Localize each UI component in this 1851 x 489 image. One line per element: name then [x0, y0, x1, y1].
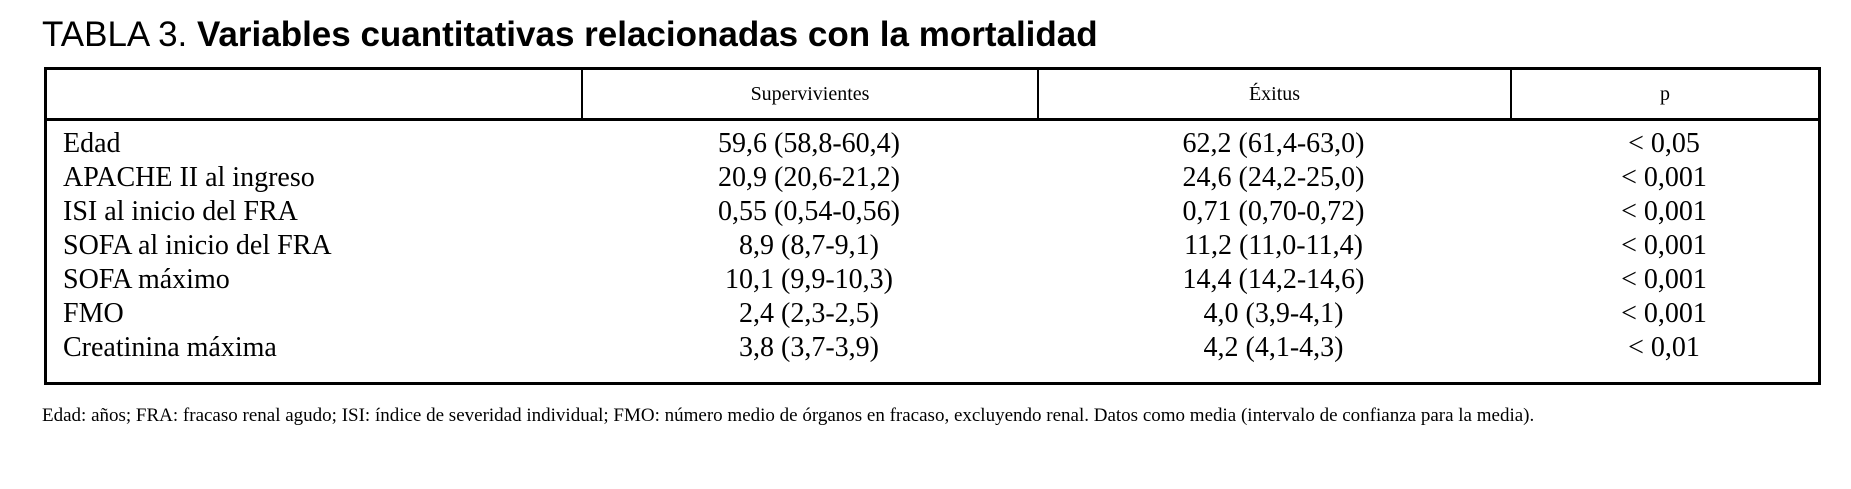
header-exitus: Éxitus — [1037, 70, 1510, 118]
supervivientes-value: 8,9 (8,7-9,1) — [739, 230, 879, 261]
table-row: SOFA máximo 10,1 (9,9-10,3) 14,4 (14,2-1… — [47, 263, 1818, 297]
exitus-value: 0,71 (0,70-0,72) — [1182, 196, 1365, 227]
table-row: FMO 2,4 (2,3-2,5) 4,0 (3,9-4,1) < 0,001 — [47, 297, 1818, 331]
supervivientes-value: 59,6 (58,8-60,4) — [718, 128, 900, 159]
supervivientes-value: 10,1 (9,9-10,3) — [725, 264, 893, 295]
supervivientes-value: 3,8 (3,7-3,9) — [739, 332, 879, 363]
table-row: APACHE II al ingreso 20,9 (20,6-21,2) 24… — [47, 161, 1818, 195]
p-value: < 0,001 — [1621, 298, 1707, 329]
exitus-value: 11,2 (11,0-11,4) — [1184, 230, 1363, 261]
table-row: SOFA al inicio del FRA 8,9 (8,7-9,1) 11,… — [47, 229, 1818, 263]
exitus-value: 4,0 (3,9-4,1) — [1203, 298, 1344, 329]
supervivientes-value: 0,55 (0,54-0,56) — [718, 196, 900, 227]
table-title: TABLA 3. Variables cuantitativas relacio… — [42, 14, 1098, 56]
p-value: < 0,001 — [1621, 162, 1707, 193]
exitus-value: 14,4 (14,2-14,6) — [1182, 264, 1365, 295]
p-value: < 0,05 — [1628, 128, 1700, 159]
row-label: SOFA máximo — [63, 264, 230, 295]
row-label: Creatinina máxima — [63, 332, 277, 363]
row-label: ISI al inicio del FRA — [63, 196, 298, 227]
table-number: TABLA 3. — [42, 15, 188, 54]
table-header-row: Supervivientes Éxitus p — [47, 70, 1818, 121]
exitus-value: 24,6 (24,2-25,0) — [1182, 162, 1365, 193]
p-value: < 0,001 — [1621, 264, 1707, 295]
p-value: < 0,001 — [1621, 196, 1707, 227]
row-label: APACHE II al ingreso — [63, 162, 315, 193]
row-label: Edad — [63, 128, 121, 159]
supervivientes-value: 20,9 (20,6-21,2) — [718, 162, 900, 193]
exitus-value: 62,2 (61,4-63,0) — [1182, 128, 1365, 159]
data-table: Supervivientes Éxitus p Edad 59,6 (58,8-… — [44, 67, 1821, 385]
table-row: ISI al inicio del FRA 0,55 (0,54-0,56) 0… — [47, 195, 1818, 229]
p-value: < 0,01 — [1628, 332, 1700, 363]
p-value: < 0,001 — [1621, 230, 1707, 261]
exitus-value: 4,2 (4,1-4,3) — [1203, 332, 1344, 363]
row-label: SOFA al inicio del FRA — [63, 230, 332, 261]
table-caption: Variables cuantitativas relacionadas con… — [197, 15, 1098, 54]
table-row: Creatinina máxima 3,8 (3,7-3,9) 4,2 (4,1… — [47, 331, 1818, 365]
supervivientes-value: 2,4 (2,3-2,5) — [739, 298, 879, 329]
header-p: p — [1510, 70, 1818, 118]
table-body: Edad 59,6 (58,8-60,4) 62,2 (61,4-63,0) <… — [47, 127, 1818, 365]
header-supervivientes: Supervivientes — [581, 70, 1037, 118]
header-empty — [47, 70, 581, 118]
table-row: Edad 59,6 (58,8-60,4) 62,2 (61,4-63,0) <… — [47, 127, 1818, 161]
table-footnote: Edad: años; FRA: fracaso renal agudo; IS… — [42, 405, 1535, 426]
row-label: FMO — [63, 298, 124, 329]
